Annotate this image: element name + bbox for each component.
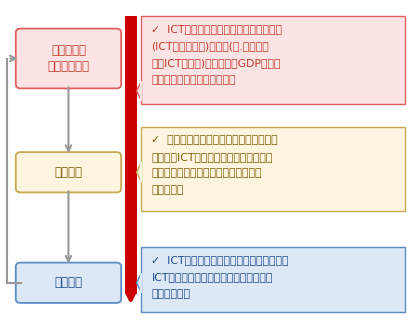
Text: につなげ、消費等を促進することが期: につなげ、消費等を促進することが期 <box>151 168 262 178</box>
Polygon shape <box>137 82 141 100</box>
Text: 果を高める。: 果を高める。 <box>151 289 190 299</box>
Polygon shape <box>137 274 141 292</box>
Text: ク、ICT教育等)に着目し、GDPの潜在: ク、ICT教育等)に着目し、GDPの潜在 <box>151 58 281 68</box>
FancyBboxPatch shape <box>16 29 121 88</box>
Text: ICT財・サービス等による、需要創出効: ICT財・サービス等による、需要創出効 <box>151 272 273 282</box>
FancyBboxPatch shape <box>16 263 121 303</box>
FancyBboxPatch shape <box>125 16 137 294</box>
FancyBboxPatch shape <box>16 152 121 192</box>
Text: ✓  我が国では所得が増えても消費を抑え: ✓ 我が国では所得が増えても消費を抑え <box>151 135 278 145</box>
Text: 所得増加: 所得増加 <box>54 166 83 179</box>
Text: る傾向。ICTを活用して所得増加を需要: る傾向。ICTを活用して所得増加を需要 <box>151 152 273 162</box>
FancyBboxPatch shape <box>141 16 405 104</box>
FancyBboxPatch shape <box>141 127 405 211</box>
Text: ✓  ICTの需要面の経済貢献として、新たな: ✓ ICTの需要面の経済貢献として、新たな <box>151 255 289 265</box>
Text: 成長率への寄与度を高める。: 成長率への寄与度を高める。 <box>151 75 236 85</box>
Text: 雇用創出、
生産性上昇等: 雇用創出、 生産性上昇等 <box>47 45 90 72</box>
Polygon shape <box>137 163 141 181</box>
FancyBboxPatch shape <box>141 247 405 312</box>
Text: (ICT関連投資等)と労働(例.テレワー: (ICT関連投資等)と労働(例.テレワー <box>151 41 269 51</box>
Text: 待される。: 待される。 <box>151 185 184 195</box>
Text: 需要拡大: 需要拡大 <box>54 276 83 289</box>
Text: ✓  ICTの供給面の経済貢献として、資本: ✓ ICTの供給面の経済貢献として、資本 <box>151 24 283 34</box>
